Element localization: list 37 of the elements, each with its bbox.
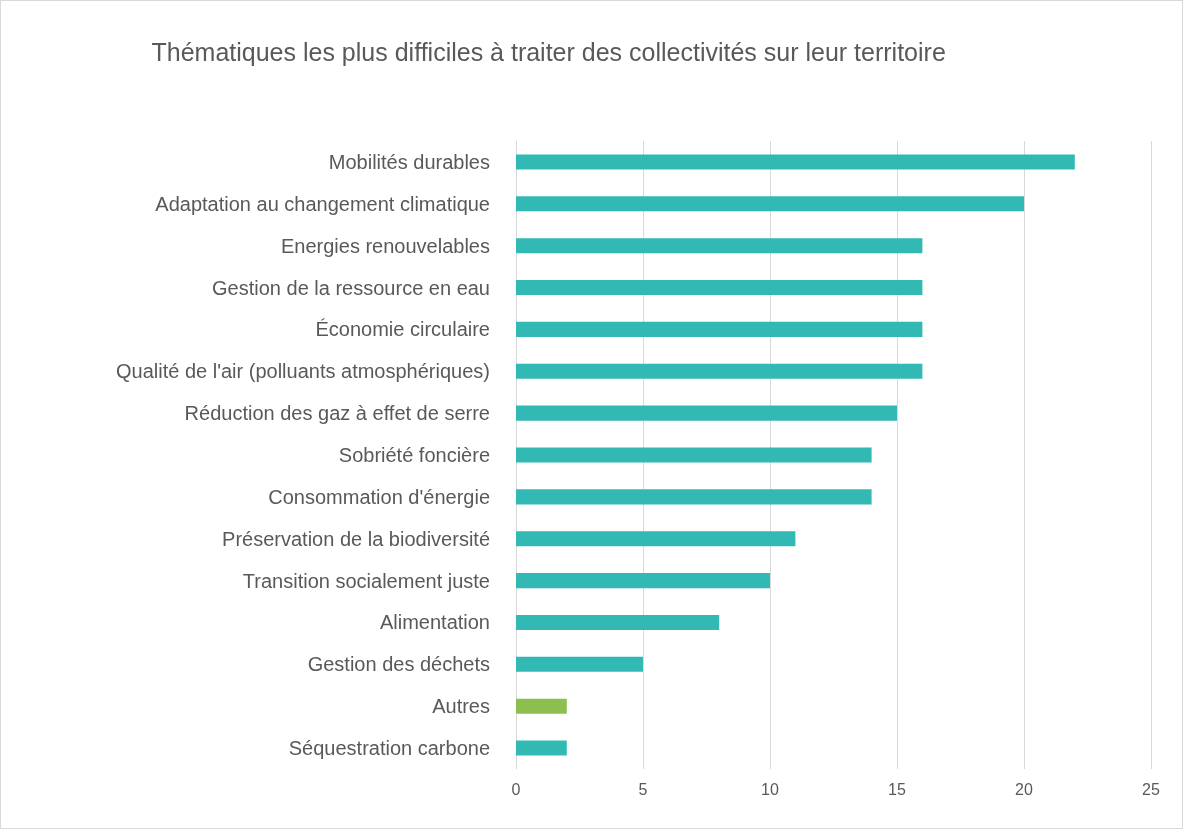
bar: [516, 321, 923, 337]
x-tick-label: 25: [1142, 780, 1160, 798]
bar: [516, 489, 872, 505]
y-tick-label: Réduction des gaz à effet de serre: [184, 402, 490, 425]
y-tick-label: Séquestration carbone: [288, 737, 490, 760]
x-tick-label: 20: [1015, 780, 1033, 798]
bar: [516, 698, 567, 714]
bar: [516, 238, 923, 254]
y-tick-label: Autres: [432, 695, 490, 718]
y-tick-label: Adaptation au changement climatique: [155, 192, 490, 215]
bar: [516, 363, 923, 379]
y-tick-label: Sobriété foncière: [338, 444, 490, 466]
x-tick-label: 5: [638, 780, 648, 798]
bar: [516, 447, 872, 463]
y-tick-label: Mobilités durables: [328, 150, 490, 173]
x-tick-label: 10: [761, 780, 779, 798]
y-tick-label: Préservation de la biodiversité: [222, 527, 490, 550]
y-tick-label: Consommation d'énergie: [268, 485, 490, 508]
y-tick-label: Gestion des déchets: [307, 653, 490, 676]
bar: [516, 154, 1075, 170]
y-tick-label: Energies renouvelables: [280, 234, 490, 257]
y-tick-label: Qualité de l'air (polluants atmosphériques): [115, 360, 490, 383]
bar: [516, 614, 720, 630]
y-tick-label: Gestion de la ressource en eau: [212, 276, 490, 299]
bar: [516, 405, 897, 421]
x-tick-label: 0: [511, 780, 521, 798]
x-tick-label: 15: [888, 780, 906, 798]
y-tick-label: Alimentation: [379, 611, 490, 634]
bar: [516, 196, 1024, 212]
y-tick-label: Transition socialement juste: [242, 569, 490, 592]
y-tick-label: Économie circulaire: [315, 318, 490, 341]
bar: [516, 531, 796, 547]
chart-title: Thématiques les plus difficiles à traiter des collectivités sur leur territoire: [151, 38, 946, 66]
bar: [516, 280, 923, 296]
bar: [516, 573, 770, 589]
bar: [516, 740, 567, 756]
bar: [516, 656, 643, 672]
